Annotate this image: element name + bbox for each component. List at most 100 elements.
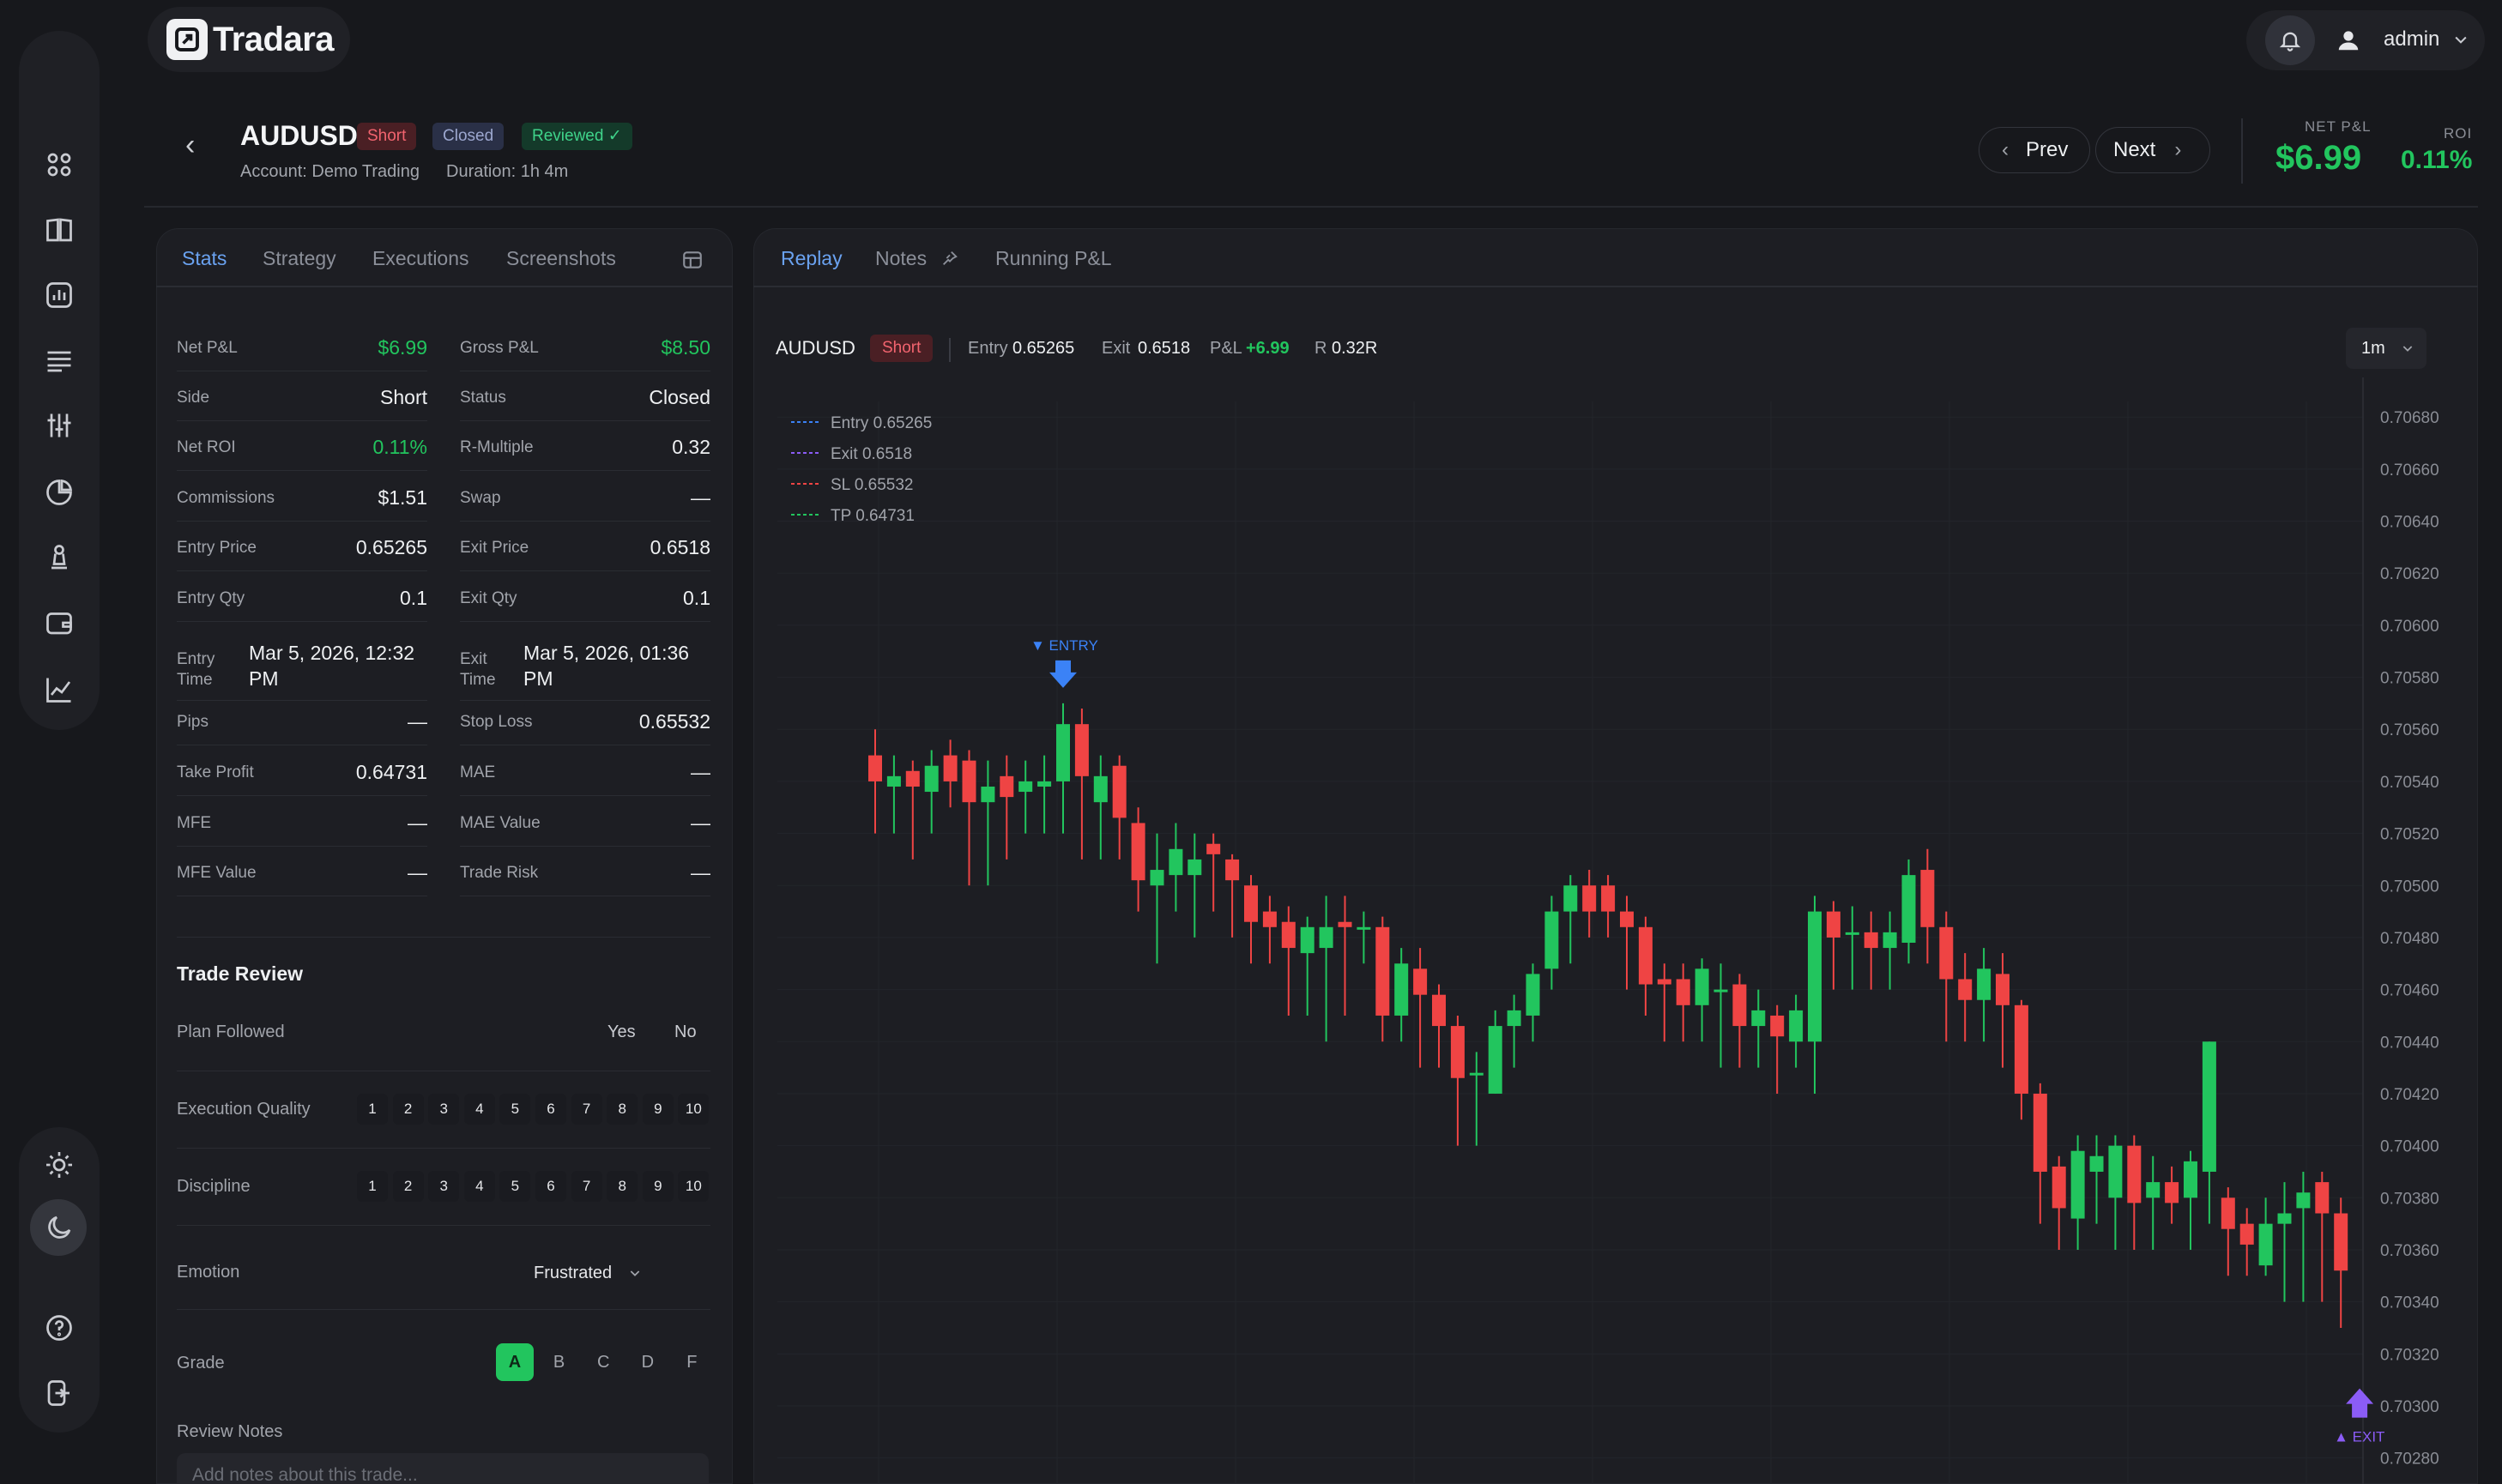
- y-tick-label: 0.70480: [2380, 930, 2439, 948]
- tab-stats[interactable]: Stats: [182, 247, 227, 269]
- grade-option[interactable]: B: [553, 1353, 565, 1372]
- scale-option[interactable]: 5: [499, 1171, 531, 1202]
- sidebar-item-dashboard[interactable]: [40, 146, 78, 184]
- entry-marker-label: ▼ ENTRY: [1030, 637, 1098, 654]
- panel-layout-icon[interactable]: [681, 249, 704, 271]
- tab-executions[interactable]: Executions: [372, 247, 469, 269]
- candle-body: [2127, 1145, 2142, 1203]
- pin-icon: [943, 251, 958, 265]
- review-notes-input[interactable]: Add notes about this trade...: [177, 1453, 709, 1484]
- stat-value: 0.65265: [355, 536, 427, 558]
- light-theme-button[interactable]: [40, 1146, 78, 1184]
- scale-option[interactable]: 8: [607, 1171, 638, 1202]
- notifications-button[interactable]: [2265, 15, 2315, 65]
- candle-body: [1000, 775, 1014, 798]
- review-badge: Reviewed ✓: [522, 123, 632, 150]
- entry-arrow-icon: [1049, 660, 1077, 688]
- scale-option[interactable]: 3: [428, 1171, 460, 1202]
- review-notes-label: Review Notes: [177, 1422, 283, 1441]
- app-logo[interactable]: Tradara: [148, 7, 350, 72]
- help-icon: [46, 1315, 72, 1341]
- stat-value: —: [408, 710, 427, 733]
- scale-option[interactable]: 4: [463, 1094, 495, 1125]
- help-button[interactable]: [40, 1309, 78, 1347]
- section-divider: [177, 937, 710, 938]
- scale-option[interactable]: 5: [499, 1094, 531, 1125]
- scale-option[interactable]: 2: [392, 1094, 424, 1125]
- timeframe-value: 1m: [2361, 339, 2385, 358]
- execution-quality-label: Execution Quality: [177, 1100, 311, 1119]
- scale-option[interactable]: 10: [678, 1171, 710, 1202]
- candle-body: [2089, 1155, 2104, 1172]
- candle-body: [2334, 1213, 2348, 1271]
- y-tick-label: 0.70400: [2380, 1138, 2439, 1156]
- candle-body: [2315, 1182, 2330, 1214]
- user-menu[interactable]: admin: [2246, 10, 2485, 70]
- grade-option[interactable]: C: [596, 1353, 610, 1372]
- scale-option[interactable]: 7: [571, 1171, 602, 1202]
- sidebar-item-trades[interactable]: [40, 341, 78, 379]
- dark-theme-button[interactable]: [30, 1199, 87, 1256]
- scale-option[interactable]: 6: [535, 1171, 566, 1202]
- tab-replay[interactable]: Replay: [781, 247, 843, 269]
- row-divider: [177, 420, 427, 421]
- candle-body: [1864, 932, 1878, 949]
- sidebar-item-analytics[interactable]: [40, 474, 78, 511]
- candle-body: [1093, 775, 1108, 803]
- sidebar-item-playbook[interactable]: [40, 539, 78, 576]
- timeframe-select[interactable]: 1m: [2346, 328, 2426, 369]
- scale-option[interactable]: 4: [463, 1171, 495, 1202]
- sidebar-item-reports[interactable]: [40, 276, 78, 314]
- candle-body: [1432, 994, 1446, 1027]
- candle-body: [2165, 1182, 2179, 1203]
- tab-strategy[interactable]: Strategy: [263, 247, 336, 269]
- stat-label: Trade Risk: [460, 864, 539, 882]
- candle-body: [962, 760, 976, 803]
- stat-value: 0.11%: [372, 436, 427, 458]
- row-divider: [460, 420, 710, 421]
- candlestick-chart[interactable]: 0.70680 0.70660 0.70640 0.70620 0.70600 0.705…: [753, 377, 2478, 1484]
- scale-option[interactable]: 1: [357, 1094, 388, 1125]
- book-icon: [46, 218, 72, 242]
- back-button[interactable]: ‹: [185, 129, 196, 161]
- plan-yes-option[interactable]: Yes: [607, 1023, 636, 1041]
- logout-button[interactable]: [40, 1374, 78, 1412]
- scale-option[interactable]: 9: [642, 1094, 674, 1125]
- scale-option[interactable]: 3: [428, 1094, 460, 1125]
- tab-notes[interactable]: Notes: [875, 247, 928, 269]
- grade-option[interactable]: A: [496, 1343, 534, 1381]
- scale-option[interactable]: 9: [642, 1171, 674, 1202]
- candle-body: [1958, 979, 1973, 1000]
- chevron-down-icon: [2455, 36, 2467, 44]
- next-button[interactable]: Next ›: [2095, 127, 2210, 173]
- tab-running-pnl[interactable]: Running P&L: [995, 247, 1112, 269]
- plan-no-option[interactable]: No: [674, 1023, 697, 1041]
- dark-theme-toggle[interactable]: [40, 1209, 78, 1246]
- candle-body: [1695, 968, 1709, 1005]
- scale-option[interactable]: 2: [392, 1171, 424, 1202]
- grade-option[interactable]: F: [686, 1353, 698, 1372]
- candle-body: [1582, 885, 1597, 912]
- y-tick-label: 0.70380: [2380, 1190, 2439, 1208]
- row-divider: [460, 846, 710, 847]
- scale-option[interactable]: 10: [678, 1094, 710, 1125]
- row-divider: [177, 621, 427, 622]
- scale-option[interactable]: 6: [535, 1094, 566, 1125]
- chart-symbol: AUDUSD: [776, 337, 855, 359]
- stat-value: 0.32: [672, 436, 710, 458]
- prev-button[interactable]: ‹ Prev: [1979, 127, 2090, 173]
- candle-body: [1751, 1010, 1766, 1027]
- sidebar-item-journal[interactable]: [40, 211, 78, 249]
- scale-option[interactable]: 1: [357, 1171, 388, 1202]
- scale-option[interactable]: 8: [607, 1094, 638, 1125]
- candle-body: [2277, 1213, 2292, 1224]
- stat-value: 0.1: [400, 587, 427, 609]
- emotion-select[interactable]: Frustrated: [522, 1254, 659, 1292]
- stat-label: Net ROI: [177, 438, 236, 456]
- sidebar-item-performance[interactable]: [40, 671, 78, 709]
- grade-option[interactable]: D: [641, 1353, 655, 1372]
- tab-screenshots[interactable]: Screenshots: [506, 247, 616, 269]
- sidebar-item-strategies[interactable]: [40, 407, 78, 444]
- sidebar-item-accounts[interactable]: [40, 604, 78, 642]
- scale-option[interactable]: 7: [571, 1094, 602, 1125]
